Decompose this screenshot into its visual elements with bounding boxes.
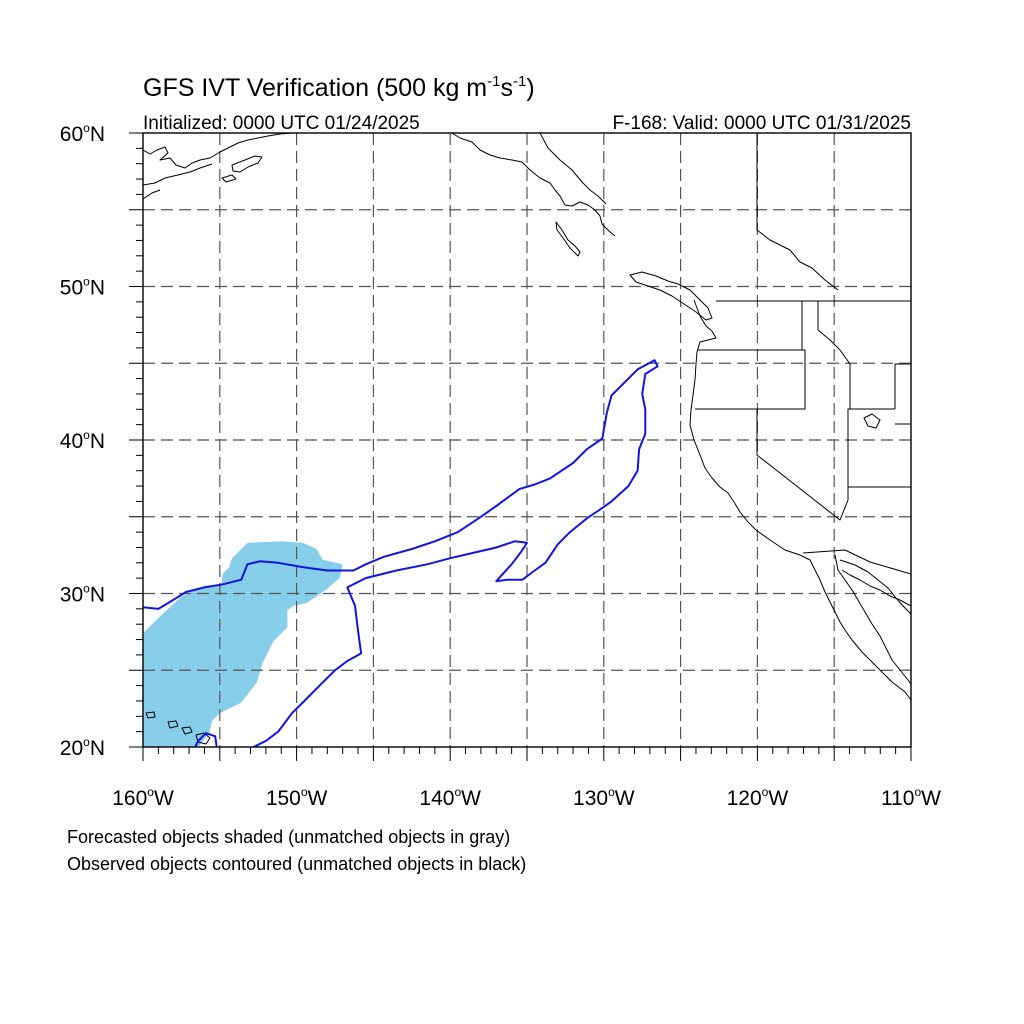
oahu-island [167, 720, 179, 729]
map-panel [143, 133, 911, 747]
basemap-coastlines [143, 133, 911, 745]
bc-coast [451, 133, 616, 237]
us-west-coast [689, 299, 911, 701]
title-sup1: -1 [487, 73, 500, 90]
observed-ivt-fragment [194, 732, 218, 747]
forecast-objects-layer [143, 541, 343, 747]
gridlines [143, 133, 911, 747]
title-main: GFS IVT Verification (500 kg m [143, 74, 487, 102]
lat-label: 50oN [60, 275, 105, 300]
caption-observed: Observed objects contoured (unmatched ob… [67, 854, 526, 874]
lat-label: 60oN [60, 121, 105, 146]
forecast-ivt-object [143, 541, 343, 747]
lat-label: 20oN [60, 735, 105, 760]
maui-island [181, 726, 193, 735]
map-frame [142, 132, 912, 748]
title-sup2: -1 [513, 73, 526, 90]
title-mid: s [500, 74, 513, 102]
state-borders [695, 133, 911, 575]
alaska-kodiak [221, 155, 263, 183]
baja-peninsula [834, 554, 911, 685]
observed-ivt-object [143, 359, 659, 747]
observed-objects-layer [143, 359, 659, 747]
figure-title: GFS IVT Verification (500 kg m-1s-1) [143, 73, 535, 102]
lon-label: 140oW [419, 785, 481, 810]
great-salt-lake [863, 413, 881, 429]
lon-label: 150oW [266, 785, 328, 810]
haida-gwaii [555, 221, 581, 257]
caption-forecast: Forecasted objects shaded (unmatched obj… [67, 827, 510, 847]
title-end: ) [526, 74, 534, 102]
lon-label: 120oW [727, 785, 789, 810]
lat-label: 30oN [60, 582, 105, 607]
subtitle-valid: F-168: Valid: 0000 UTC 01/31/2025 [612, 113, 911, 134]
lon-label: 130oW [573, 785, 635, 810]
lat-label: 40oN [60, 428, 105, 453]
lon-label: 110oW [881, 785, 941, 810]
axis-ticks [129, 132, 912, 761]
vancouver-island [629, 271, 713, 321]
lon-label: 160oW [112, 785, 174, 810]
kauai-island [145, 711, 156, 719]
alaska-coast-west [143, 133, 293, 200]
subtitle-initialized: Initialized: 0000 UTC 01/24/2025 [143, 113, 420, 134]
gulf-of-california-east [839, 559, 911, 615]
longitude-labels: 160oW 150oW 140oW 130oW 120oW 110oW [112, 785, 941, 810]
latitude-labels: 60oN 50oN 40oN 30oN 20oN [60, 121, 105, 760]
